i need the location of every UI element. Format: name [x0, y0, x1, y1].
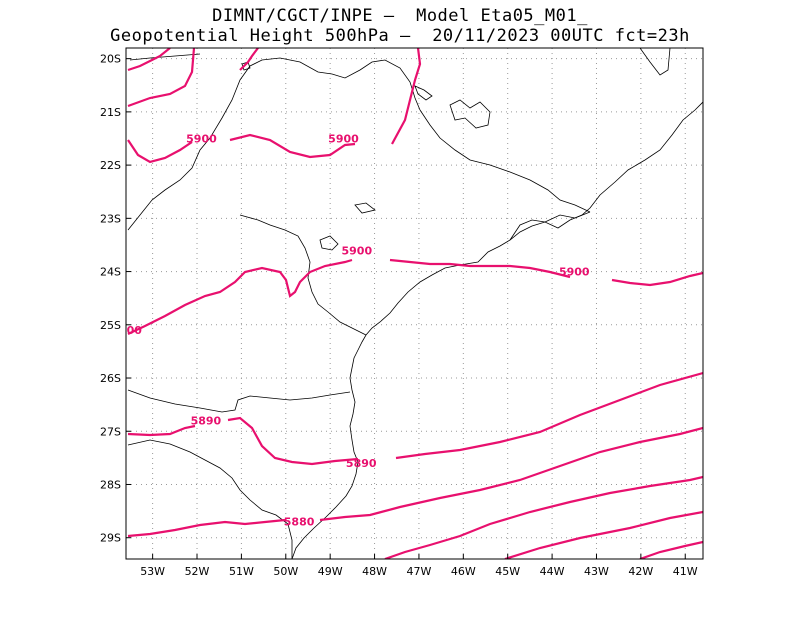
x-tick-label: 45W	[495, 565, 520, 578]
x-tick-label: 47W	[407, 565, 432, 578]
contour-line	[639, 540, 703, 559]
y-tick-label: 28S	[100, 478, 121, 491]
contour-label: 5890	[346, 457, 377, 470]
contour-line	[389, 258, 571, 279]
x-tick-label: 50W	[273, 565, 298, 578]
lat-lon-grid	[126, 48, 703, 559]
contour-line	[611, 271, 703, 287]
x-tick-label: 43W	[584, 565, 609, 578]
contour-label: 5880	[284, 516, 315, 529]
coastline	[291, 101, 703, 559]
contour-labels: 5900 5900 5900 5900 900 5890 5890 5880	[119, 132, 590, 529]
x-tick-label: 41W	[673, 565, 698, 578]
state-border	[127, 57, 421, 231]
x-tick-label: 46W	[451, 565, 476, 578]
x-tick-label: 52W	[185, 565, 210, 578]
contour-line	[127, 258, 353, 335]
contour-line	[319, 426, 703, 522]
y-tick-label: 26S	[100, 372, 121, 385]
y-tick-label: 25S	[100, 319, 121, 332]
contour-line	[239, 48, 259, 71]
state-border	[239, 214, 367, 336]
reservoir	[354, 202, 376, 214]
latitude-tick-labels: 20S 21S 22S 23S 24S 25S 26S 27S 28S 29S	[100, 53, 131, 545]
contour-line	[127, 48, 171, 72]
contour-line	[391, 48, 422, 145]
x-tick-label: 53W	[140, 565, 165, 578]
contour-label: 5900	[559, 266, 590, 279]
x-tick-label: 51W	[229, 565, 254, 578]
contour-line	[127, 424, 196, 437]
y-tick-label: 21S	[100, 106, 121, 119]
contour-line	[127, 139, 193, 164]
x-tick-label: 48W	[362, 565, 387, 578]
contour-label: 900	[119, 324, 142, 337]
y-tick-label: 23S	[100, 212, 121, 225]
state-border	[419, 109, 591, 213]
contour-label: 5890	[191, 415, 222, 428]
contour-line	[395, 371, 703, 460]
state-border	[129, 53, 201, 61]
reservoir	[449, 99, 491, 129]
reservoir	[319, 235, 339, 251]
geopotential-contours	[127, 48, 703, 559]
state-border	[127, 389, 351, 413]
contour-line	[504, 510, 703, 559]
longitude-tick-labels: 53W 52W 51W 50W 49W 48W 47W 46W 45W 44W 43W 42W 41W	[140, 554, 698, 578]
contour-line	[384, 475, 703, 559]
x-tick-label: 49W	[318, 565, 343, 578]
map-title-line-2: Geopotential Height 500hPa – 20/11/2023 …	[110, 26, 690, 46]
contour-label: 5900	[341, 244, 372, 257]
map-title-line-1: DIMNT/CGCT/INPE – Model Eta05_M01_	[212, 6, 588, 26]
reservoir	[414, 85, 433, 101]
coastline-and-borders	[127, 48, 703, 559]
contour-line	[127, 48, 196, 108]
contour-label: 5900	[186, 132, 217, 145]
state-border	[127, 439, 293, 559]
y-tick-label: 29S	[100, 532, 121, 545]
map-frame	[125, 47, 704, 560]
bay-shoreline	[509, 211, 591, 241]
contour-line	[127, 518, 286, 538]
y-tick-label: 27S	[100, 425, 121, 438]
y-tick-label: 24S	[100, 266, 121, 279]
y-tick-label: 22S	[100, 159, 121, 172]
x-tick-label: 44W	[540, 565, 565, 578]
contour-label: 5900	[328, 132, 359, 145]
state-border	[639, 48, 671, 76]
contour-line	[229, 133, 356, 159]
contour-line	[227, 416, 359, 466]
x-tick-label: 42W	[628, 565, 653, 578]
y-tick-label: 20S	[100, 53, 121, 66]
